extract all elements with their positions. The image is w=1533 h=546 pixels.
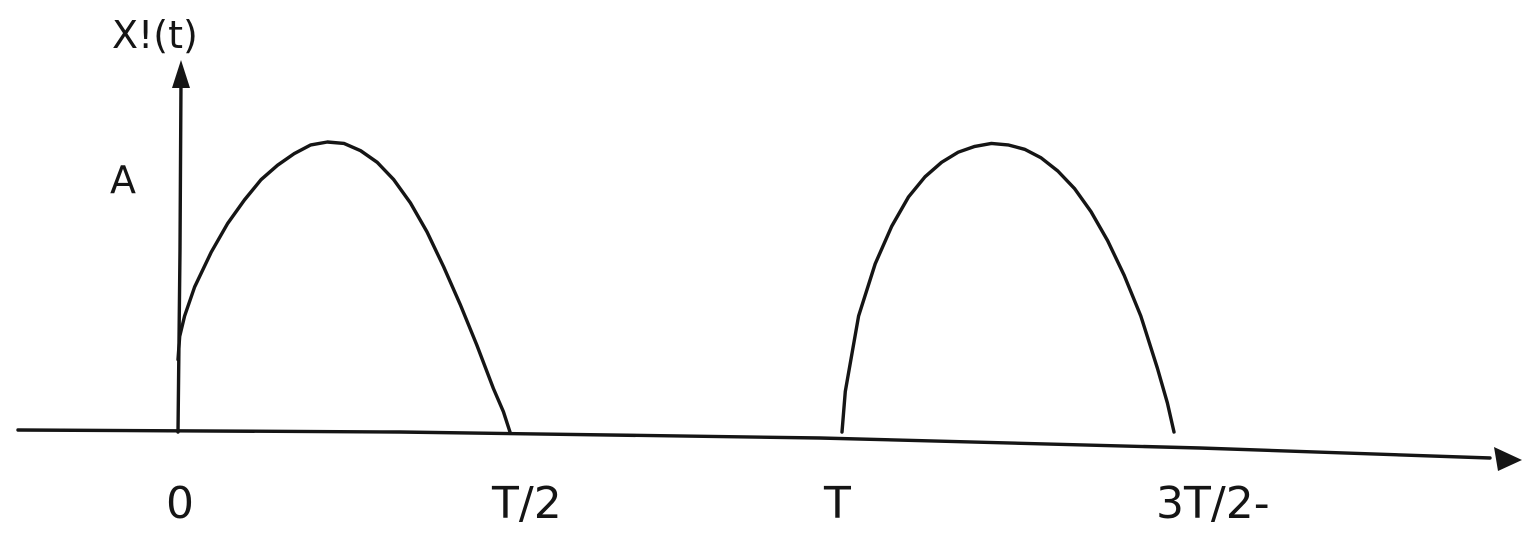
x-tick-label: T	[823, 478, 851, 529]
x-tick-label: 3T/2-	[1156, 478, 1270, 529]
x-tick-label: 0	[166, 478, 194, 529]
series-layer	[176, 140, 1176, 434]
pulse-lobe-2	[840, 141, 1176, 434]
amplitude-level-label: A	[110, 158, 136, 202]
x-tick-label: T/2	[491, 478, 562, 529]
x-axis-arrowhead	[1494, 447, 1522, 471]
y-axis-label: X!(t)	[112, 13, 198, 57]
pulse-lobe-1	[176, 140, 512, 434]
x-axis-line	[16, 428, 1492, 460]
tick-layer: 0 T/2 T 3T/2-	[166, 478, 1270, 529]
y-axis-line	[176, 78, 183, 434]
y-axis-arrowhead	[172, 60, 190, 88]
